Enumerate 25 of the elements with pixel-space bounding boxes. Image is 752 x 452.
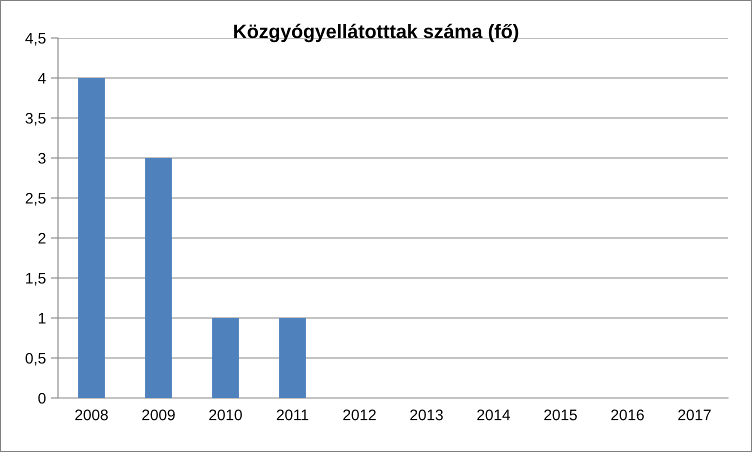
bar xyxy=(279,318,306,398)
bar xyxy=(145,158,172,398)
chart-title: Közgyógyellátotttak száma (fő) xyxy=(234,24,518,42)
y-tick-label: 1,5 xyxy=(26,273,46,286)
x-tick-label: 2012 xyxy=(343,410,376,420)
y-tick-label: 2,5 xyxy=(26,192,46,206)
x-tick-label: 2013 xyxy=(410,410,443,420)
y-tick-label: 3,5 xyxy=(26,112,46,126)
x-tick-label: 2010 xyxy=(209,410,242,420)
bar xyxy=(78,78,105,398)
x-tick-label: 2017 xyxy=(678,410,711,420)
x-tick-label: 2016 xyxy=(611,410,644,420)
x-tick-label: 2009 xyxy=(142,410,175,420)
y-tick-label: 4,5 xyxy=(25,33,46,46)
y-tick-label: 1 xyxy=(38,313,46,324)
y-tick-label: 0,5 xyxy=(26,352,46,366)
y-tick-label: 2 xyxy=(38,232,46,244)
x-tick-label: 2011 xyxy=(276,410,308,420)
bar xyxy=(212,318,239,398)
x-tick-label: 2014 xyxy=(477,410,510,420)
y-tick-label: 0 xyxy=(38,392,46,404)
x-tick-label: 2015 xyxy=(544,410,577,420)
y-tick-label: 3 xyxy=(38,152,46,164)
y-tick-label: 4 xyxy=(38,73,46,84)
x-tick-label: 2008 xyxy=(75,410,108,420)
